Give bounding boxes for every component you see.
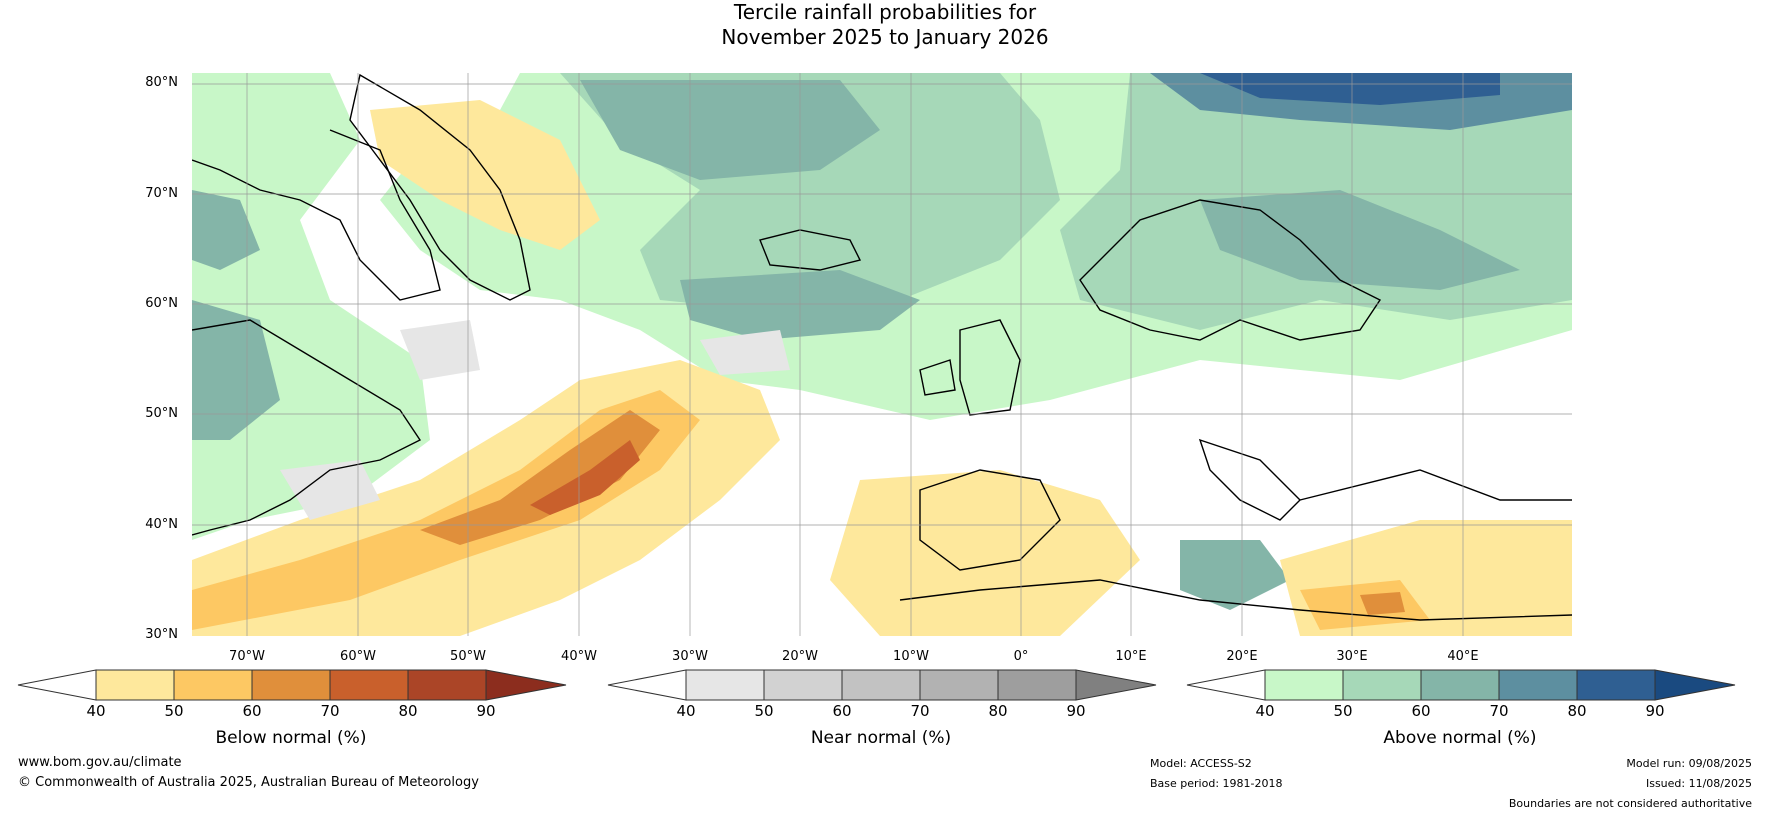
colorbar-near-normal-swatch-4 [919, 669, 999, 701]
near-tick-80: 80 [988, 702, 1008, 720]
colorbar-near-normal-max-arrow [1075, 669, 1157, 701]
colorbar-above-normal-max-arrow [1654, 669, 1736, 701]
colorbar-above-normal-label: Above normal (%) [1383, 728, 1537, 748]
issued-date: Issued: 11/08/2025 [1645, 777, 1752, 790]
colorbar-above-normal [1186, 669, 1736, 701]
lon-label-10e: 10°E [1115, 649, 1147, 664]
below-normal-atlantic-core [530, 440, 640, 515]
colorbar-below-normal-swatch-4 [329, 669, 409, 701]
colorbar-below-normal-min-arrow [17, 669, 97, 701]
below-tick-70: 70 [320, 702, 340, 720]
below-tick-60: 60 [242, 702, 262, 720]
colorbar-near-normal-swatch-2 [763, 669, 843, 701]
below-tick-50: 50 [164, 702, 184, 720]
lon-label-30w: 30°W [672, 649, 708, 664]
colorbar-below-normal-swatch-2 [173, 669, 253, 701]
above-tick-60: 60 [1411, 702, 1431, 720]
lon-label-20e: 20°E [1226, 649, 1258, 664]
lat-label-30n: 30°N [145, 627, 178, 642]
near-tick-70: 70 [910, 702, 930, 720]
lat-label-40n: 40°N [145, 517, 178, 532]
above-normal-med [1180, 540, 1290, 610]
colorbar-below-normal-max-arrow [485, 669, 567, 701]
lon-label-50w: 50°W [450, 649, 486, 664]
below-tick-90: 90 [476, 702, 496, 720]
coastlines [192, 73, 1572, 621]
near-normal-patch-3 [700, 330, 790, 375]
lon-label-30e: 30°E [1336, 649, 1368, 664]
title-line-1: Tercile rainfall probabilities for [733, 0, 1037, 24]
colorbar-below-normal-swatch-3 [251, 669, 331, 701]
colorbar-above-normal-swatch-5 [1576, 669, 1656, 701]
above-normal-west-high [192, 300, 280, 440]
colorbar-near-normal-min-arrow [607, 669, 687, 701]
colorbar-near-normal-swatch-1 [685, 669, 765, 701]
above-tick-70: 70 [1489, 702, 1509, 720]
near-tick-90: 90 [1066, 702, 1086, 720]
colorbar-above-normal-swatch-4 [1498, 669, 1578, 701]
lon-label-40e: 40°E [1447, 649, 1479, 664]
graticule [192, 73, 1572, 636]
below-normal-atlantic-high [420, 410, 660, 545]
above-normal-west-high-2 [192, 190, 260, 270]
colorbar-above-normal-swatch-3 [1420, 669, 1500, 701]
above-normal-zone-west [192, 73, 430, 540]
colorbar-above-normal-swatch-1 [1264, 669, 1344, 701]
below-tick-80: 80 [398, 702, 418, 720]
below-tick-40: 40 [86, 702, 106, 720]
above-normal-high-3 [1200, 190, 1520, 290]
near-normal-patch-2 [400, 320, 480, 380]
lon-label-0: 0° [1013, 649, 1029, 664]
lon-label-40w: 40°W [561, 649, 597, 664]
near-tick-40: 40 [676, 702, 696, 720]
colorbar-above-normal-min-arrow [1186, 669, 1266, 701]
above-tick-40: 40 [1255, 702, 1275, 720]
below-normal-greenland [370, 100, 600, 250]
colorbar-below-normal-swatch-5 [407, 669, 487, 701]
above-normal-very-high-2 [1200, 73, 1500, 105]
base-period: Base period: 1981-2018 [1150, 777, 1283, 790]
lon-label-60w: 60°W [340, 649, 376, 664]
colorbar-below-normal-swatch-1 [95, 669, 175, 701]
above-tick-50: 50 [1333, 702, 1353, 720]
above-tick-80: 80 [1567, 702, 1587, 720]
near-tick-60: 60 [832, 702, 852, 720]
lon-label-70w: 70°W [229, 649, 265, 664]
title-line-2: November 2025 to January 2026 [721, 25, 1049, 49]
colorbar-near-normal-swatch-5 [997, 669, 1077, 701]
below-normal-iberia-africa [830, 470, 1140, 636]
above-normal-high-1 [580, 80, 880, 180]
above-tick-90: 90 [1645, 702, 1665, 720]
lat-label-80n: 80°N [145, 75, 178, 90]
map-title: Tercile rainfall probabilities for Novem… [0, 0, 1770, 50]
lon-label-20w: 20°W [782, 649, 818, 664]
lat-label-70n: 70°N [145, 186, 178, 201]
lat-label-50n: 50°N [145, 406, 178, 421]
website-link[interactable]: www.bom.gov.au/climate [18, 755, 182, 770]
near-tick-50: 50 [754, 702, 774, 720]
model-run-date: Model run: 09/08/2025 [1626, 757, 1752, 770]
colorbar-below-normal-label: Below normal (%) [215, 728, 367, 748]
colorbar-below-normal [17, 669, 567, 701]
colorbar-near-normal-swatch-3 [841, 669, 921, 701]
model-name: Model: ACCESS-S2 [1150, 757, 1252, 770]
copyright-text: © Commonwealth of Australia 2025, Austra… [18, 775, 479, 790]
near-normal-patch-1 [280, 460, 380, 520]
colorbar-above-normal-swatch-2 [1342, 669, 1422, 701]
colorbar-near-normal [607, 669, 1157, 701]
lat-label-60n: 60°N [145, 296, 178, 311]
lon-label-10w: 10°W [893, 649, 929, 664]
below-normal-mideast-high [1360, 592, 1405, 615]
boundaries-disclaimer: Boundaries are not considered authoritat… [1508, 797, 1752, 810]
colorbar-near-normal-label: Near normal (%) [810, 728, 952, 748]
